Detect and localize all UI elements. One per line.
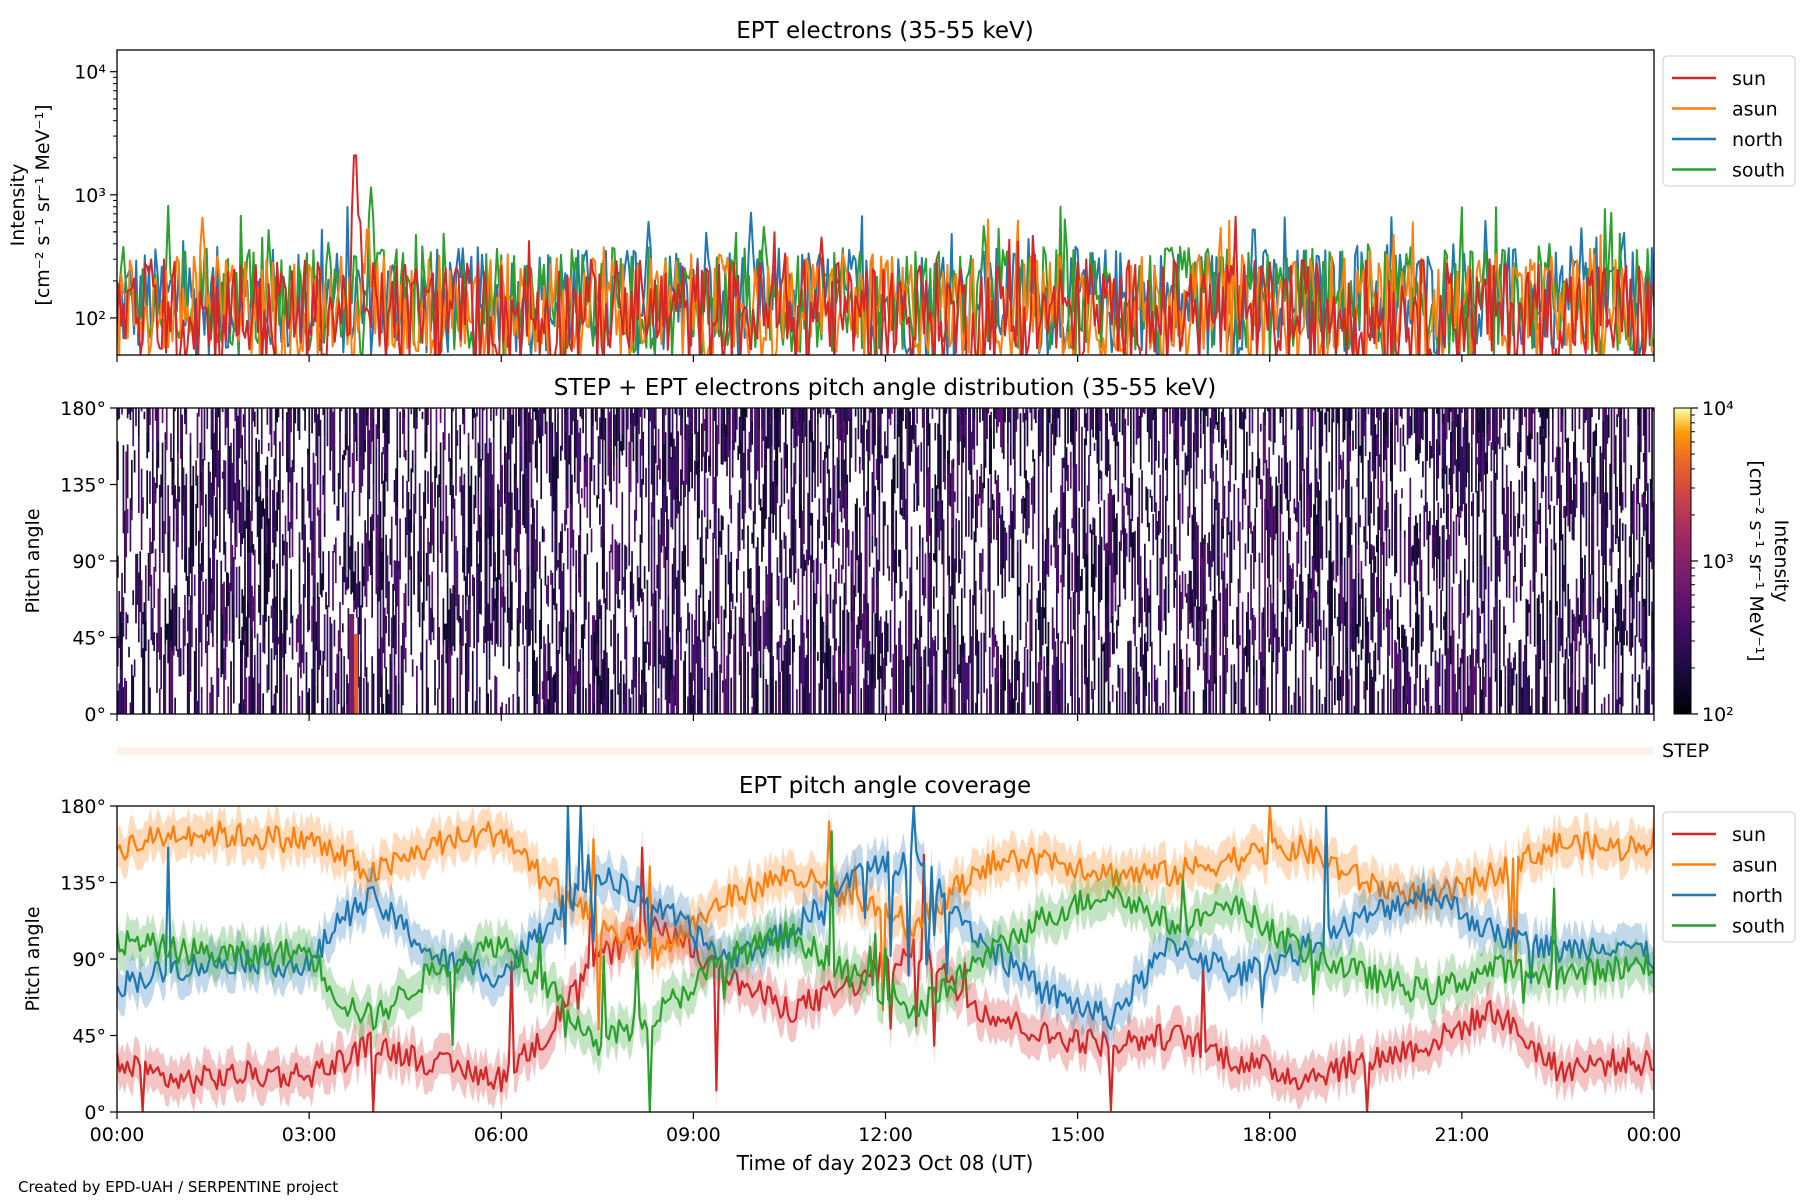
step-bar [117,747,1654,755]
x-axis-label: Time of day 2023 Oct 08 (UT) [736,1151,1034,1175]
y-tick-label: 10² [74,308,106,330]
colorbar-tick-label: 10⁴ [1702,398,1734,420]
panel-step-bar: STEP [117,740,1709,762]
footer-credit: Created by EPD-UAH / SERPENTINE project [18,1178,338,1196]
series-line-asun [117,806,1654,1031]
y-tick-label: 10³ [74,185,106,207]
y-tick-label: 45° [72,1026,106,1048]
panel4-x-axis: 00:00 03:00 06:00 09:00 12:00 15:00 18:00 21:00… [90,1112,1682,1146]
heatmap-flare [354,634,359,714]
x-tick-label: 06:00 [474,1124,529,1146]
y-tick-label: 90° [72,949,106,971]
colorbar: 10² 10³ 10⁴ Intensity [cm⁻² s⁻¹ sr⁻¹ MeV⁻¹… [1673,398,1792,726]
y-tick-label: 0° [84,1102,106,1124]
legend-label-north: north [1732,885,1783,907]
y-tick-label: 135° [60,475,106,497]
panel1-ylabel-line1: Intensity [7,164,29,247]
panel1-x-axis [116,355,1655,362]
legend-label-asun: asun [1732,855,1778,877]
x-tick-label: 18:00 [1242,1124,1297,1146]
series-line-south [117,830,1654,1112]
panel4-ylabel: Pitch angle [22,906,44,1011]
legend-box [1662,811,1796,943]
panel4-title: EPT pitch angle coverage [739,773,1031,799]
legend-box [1662,55,1796,187]
panel1-y-axis: 10² 10³ 10⁴ [74,62,117,330]
legend-label-asun: asun [1732,99,1778,121]
panel2-heatmap [117,408,1654,714]
panel1-plot-area [117,154,1654,355]
series-line-north [117,806,1654,1031]
panel1-title: EPT electrons (35-55 keV) [736,18,1033,44]
panel-intensity: EPT electrons (35-55 keV) 10² 10³ 10⁴ Inte… [7,18,1796,362]
colorbar-label-line1: Intensity [1770,520,1792,603]
colorbar-tick-label: 10³ [1702,551,1734,573]
x-tick-label: 15:00 [1050,1124,1105,1146]
y-tick-label: 10⁴ [74,62,106,84]
x-tick-label: 03:00 [282,1124,337,1146]
panel-pitch-distribution: STEP + EPT electrons pitch angle distrib… [22,375,1792,726]
heatmap-cells-0 [117,408,1654,714]
heatmap-cells-6 [123,408,1644,714]
panel1-legend: sun asun north south [1662,55,1796,187]
legend-label-sun: sun [1732,68,1766,90]
panel4-plot-area [117,806,1654,1112]
step-label: STEP [1662,740,1709,762]
heatmap-cells-3 [118,408,1654,714]
panel2-title: STEP + EPT electrons pitch angle distrib… [554,375,1216,401]
y-tick-label: 90° [72,551,106,573]
panel2-ylabel: Pitch angle [22,508,44,613]
x-tick-label: 09:00 [666,1124,721,1146]
x-tick-label: 21:00 [1434,1124,1489,1146]
panel1-ylabel-line2: [cm⁻² s⁻¹ sr⁻¹ MeV⁻¹] [32,104,54,305]
colorbar-ticks: 10² 10³ 10⁴ [1691,398,1734,726]
y-tick-label: 135° [60,873,106,895]
legend-label-sun: sun [1732,824,1766,846]
series-line-sun [117,154,1654,355]
panel4-y-axis: 0° 45° 90° 135° 180° [60,796,117,1124]
colorbar-tick-label: 10² [1702,704,1734,726]
colorbar-gradient [1673,407,1692,715]
y-tick-label: 180° [60,398,106,420]
panel2-y-axis: 0° 45° 90° 135° 180° [60,398,117,726]
x-tick-label: 00:00 [90,1124,145,1146]
legend-label-south: south [1732,160,1785,182]
panel4-legend: sun asun north south [1662,811,1796,943]
legend-label-north: north [1732,129,1783,151]
y-tick-label: 0° [84,704,106,726]
panel2-x-axis [116,714,1655,721]
band-asun [117,806,1654,1050]
heatmap-flare-halo [349,614,355,714]
panel-pitch-coverage: EPT pitch angle coverage 0° 45° 90° 135° 180… [22,773,1796,1175]
y-tick-label: 45° [72,628,106,650]
y-tick-label: 180° [60,796,106,818]
colorbar-label-line2: [cm⁻² s⁻¹ sr⁻¹ MeV⁻¹] [1745,460,1767,661]
legend-label-south: south [1732,916,1785,938]
x-tick-label: 00:00 [1627,1124,1682,1146]
x-tick-label: 12:00 [858,1124,913,1146]
heatmap-cells-4 [119,408,1653,714]
band-north [117,806,1654,1050]
